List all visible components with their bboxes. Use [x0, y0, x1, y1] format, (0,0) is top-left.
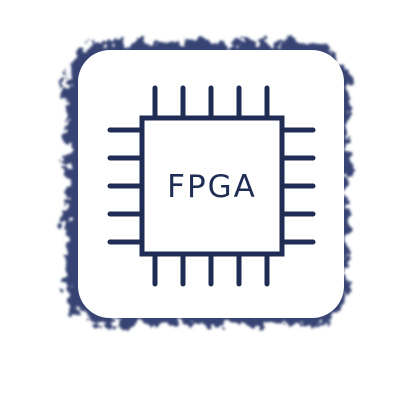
chip-pins-right [279, 127, 316, 245]
chip-pins-left [107, 127, 145, 245]
chip-pins-bottom [152, 251, 270, 287]
chip-label: FPGA [167, 169, 257, 205]
chip-icon [107, 85, 316, 287]
chip-pins-top [152, 85, 270, 121]
chip-body [139, 115, 285, 257]
